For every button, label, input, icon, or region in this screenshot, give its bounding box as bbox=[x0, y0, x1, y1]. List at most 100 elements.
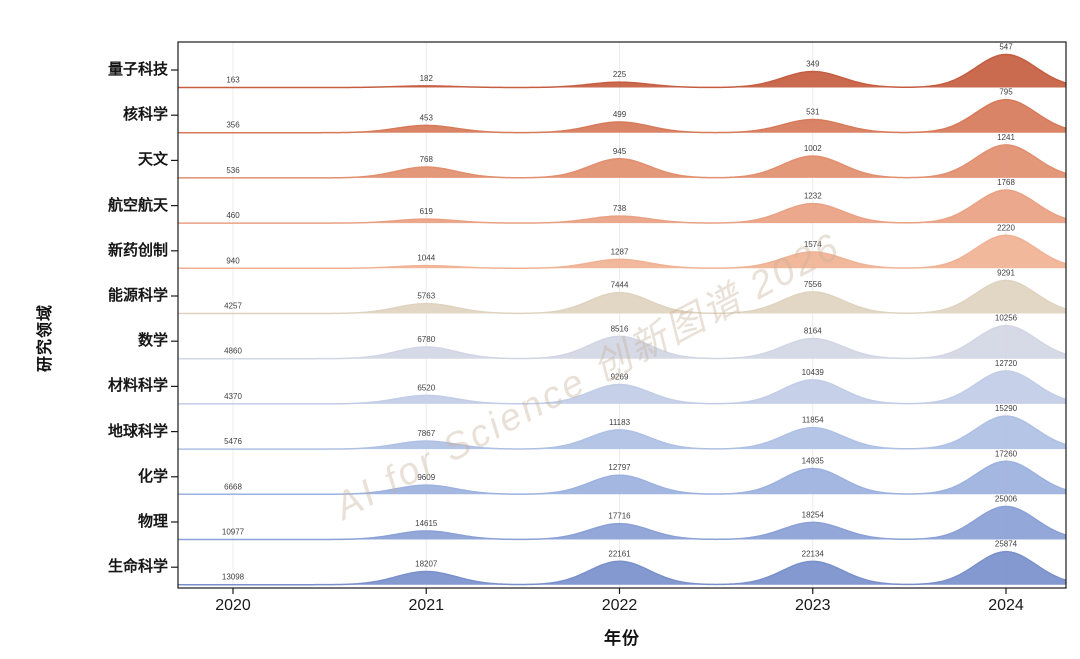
value-label-life-science-2020: 13098 bbox=[222, 573, 245, 582]
ridge-line-astronomy bbox=[178, 144, 1067, 179]
value-label-aerospace-2020: 460 bbox=[226, 211, 240, 220]
value-label-astronomy-2024: 1241 bbox=[997, 133, 1015, 142]
value-label-new-drug-development-2020: 940 bbox=[226, 256, 240, 265]
value-label-earth-science-2024: 15290 bbox=[995, 404, 1018, 413]
value-label-physics-2022: 17716 bbox=[608, 512, 631, 521]
value-label-mathematics-2021: 6780 bbox=[417, 335, 435, 344]
value-label-aerospace-2021: 619 bbox=[420, 207, 434, 216]
x-tick-label-2020: 2020 bbox=[215, 597, 251, 614]
ridge-line-chemistry bbox=[178, 460, 1067, 496]
value-label-chemistry-2021: 9609 bbox=[417, 473, 435, 482]
value-label-astronomy-2020: 536 bbox=[226, 166, 240, 175]
value-label-physics-2024: 25006 bbox=[995, 495, 1018, 504]
value-label-materials-science-2024: 12720 bbox=[995, 359, 1018, 368]
ridge-fill-astronomy bbox=[178, 144, 1066, 178]
value-label-mathematics-2020: 4860 bbox=[224, 347, 242, 356]
ridge-line-nuclear-science bbox=[178, 98, 1067, 134]
value-label-astronomy-2021: 768 bbox=[420, 155, 434, 164]
ridge-fill-new-drug-development bbox=[178, 235, 1066, 269]
value-label-nuclear-science-2021: 453 bbox=[420, 113, 434, 122]
value-label-earth-science-2020: 5476 bbox=[224, 437, 242, 446]
x-tick-label-2023: 2023 bbox=[794, 597, 831, 614]
value-label-new-drug-development-2023: 1574 bbox=[804, 240, 822, 249]
row-label-mathematics: 数学 bbox=[137, 332, 168, 350]
value-label-energy-science-2024: 9291 bbox=[997, 269, 1015, 278]
value-label-energy-science-2021: 5763 bbox=[417, 292, 435, 301]
value-label-life-science-2022: 22161 bbox=[608, 549, 631, 558]
value-label-astronomy-2023: 1002 bbox=[804, 144, 822, 153]
value-label-chemistry-2020: 6668 bbox=[224, 482, 242, 491]
plot-border bbox=[177, 41, 1067, 589]
value-label-materials-science-2023: 10439 bbox=[802, 368, 825, 377]
value-label-mathematics-2023: 8164 bbox=[804, 326, 822, 335]
ridge-fill-chemistry bbox=[178, 461, 1066, 495]
value-label-earth-science-2023: 11854 bbox=[802, 416, 824, 425]
row-label-astronomy: 天文 bbox=[137, 151, 168, 169]
ridge-line-physics bbox=[178, 505, 1067, 541]
ridge-fill-physics bbox=[178, 506, 1066, 540]
ridge-line-mathematics bbox=[178, 324, 1067, 360]
value-label-quantum-technology-2024: 547 bbox=[999, 43, 1013, 52]
value-label-energy-science-2023: 7556 bbox=[804, 280, 822, 289]
value-label-physics-2021: 14615 bbox=[415, 519, 438, 528]
ridge-fill-energy-science bbox=[178, 280, 1066, 314]
value-label-energy-science-2020: 4257 bbox=[224, 302, 242, 311]
value-label-quantum-technology-2021: 182 bbox=[420, 74, 434, 83]
ridge-line-materials-science bbox=[178, 370, 1067, 405]
value-label-materials-science-2022: 9269 bbox=[611, 373, 629, 382]
x-tick-label-2021: 2021 bbox=[408, 597, 445, 614]
ridge-line-new-drug-development bbox=[178, 234, 1067, 270]
ridge-line-earth-science bbox=[178, 415, 1067, 450]
value-label-chemistry-2023: 14935 bbox=[802, 457, 825, 466]
ridge-fill-quantum-technology bbox=[178, 54, 1066, 88]
value-label-life-science-2021: 18207 bbox=[415, 560, 438, 569]
row-label-energy-science: 能源科学 bbox=[107, 287, 168, 304]
ridge-fill-mathematics bbox=[178, 325, 1066, 359]
row-label-materials-science: 材料科学 bbox=[107, 377, 168, 395]
value-label-quantum-technology-2020: 163 bbox=[226, 76, 240, 85]
row-label-new-drug-development: 新药创制 bbox=[107, 241, 168, 259]
row-label-life-science: 生命科学 bbox=[107, 558, 168, 576]
value-label-nuclear-science-2023: 531 bbox=[806, 108, 820, 117]
value-label-mathematics-2022: 8516 bbox=[611, 324, 629, 333]
value-label-aerospace-2022: 738 bbox=[613, 204, 627, 213]
row-label-aerospace: 航空航天 bbox=[107, 196, 168, 214]
value-label-life-science-2024: 25874 bbox=[995, 540, 1018, 549]
value-label-new-drug-development-2021: 1044 bbox=[417, 254, 435, 263]
value-label-physics-2023: 18254 bbox=[802, 510, 825, 519]
row-label-physics: 物理 bbox=[137, 513, 168, 530]
value-label-quantum-technology-2022: 225 bbox=[613, 70, 627, 79]
ridge-fill-aerospace bbox=[178, 190, 1066, 224]
value-label-new-drug-development-2024: 2220 bbox=[997, 223, 1015, 232]
value-label-earth-science-2022: 11183 bbox=[609, 418, 631, 427]
x-tick-label-2022: 2022 bbox=[601, 597, 638, 614]
ridge-fill-earth-science bbox=[178, 416, 1066, 450]
row-label-quantum-technology: 量子科技 bbox=[107, 61, 168, 78]
row-label-nuclear-science: 核科学 bbox=[122, 106, 168, 124]
value-label-mathematics-2024: 10256 bbox=[995, 314, 1018, 323]
ridge-line-quantum-technology bbox=[178, 53, 1067, 89]
x-axis-title: 年份 bbox=[604, 629, 640, 648]
ridge-fill-nuclear-science bbox=[178, 99, 1066, 133]
value-label-chemistry-2022: 12797 bbox=[608, 463, 631, 472]
ridge-line-life-science bbox=[178, 550, 1067, 586]
value-label-new-drug-development-2022: 1287 bbox=[611, 247, 629, 256]
value-label-materials-science-2020: 4370 bbox=[224, 392, 242, 401]
value-label-physics-2020: 10977 bbox=[222, 528, 245, 537]
value-label-nuclear-science-2024: 795 bbox=[999, 88, 1013, 97]
row-label-chemistry: 化学 bbox=[137, 467, 168, 485]
value-label-materials-science-2021: 6520 bbox=[417, 383, 435, 392]
value-label-earth-science-2021: 7867 bbox=[417, 429, 435, 438]
value-label-chemistry-2024: 17260 bbox=[995, 449, 1018, 458]
value-label-aerospace-2024: 1768 bbox=[997, 178, 1015, 187]
value-label-aerospace-2023: 1232 bbox=[804, 192, 822, 201]
ridge-line-energy-science bbox=[178, 279, 1067, 315]
value-label-quantum-technology-2023: 349 bbox=[806, 60, 820, 69]
value-label-life-science-2023: 22134 bbox=[802, 549, 825, 558]
x-tick-label-2024: 2024 bbox=[988, 597, 1024, 614]
value-label-energy-science-2022: 7444 bbox=[611, 281, 629, 290]
value-label-astronomy-2022: 945 bbox=[613, 147, 627, 156]
row-label-earth-science: 地球科学 bbox=[107, 422, 168, 440]
